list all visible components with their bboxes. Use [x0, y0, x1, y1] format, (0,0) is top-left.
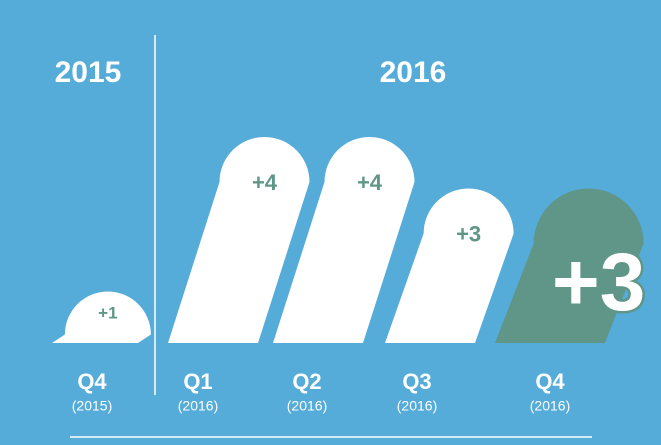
x-tick-sublabel: (2016): [530, 398, 570, 414]
x-tick-label: Q1: [183, 369, 212, 394]
x-tick-label: Q4: [535, 369, 565, 394]
x-tick-label: Q3: [402, 369, 431, 394]
value-label: +3: [456, 221, 481, 246]
bar: [385, 188, 514, 343]
x-tick-sublabel: (2016): [178, 398, 218, 414]
value-label: +4: [357, 170, 383, 195]
bar: [495, 188, 644, 343]
bar: [273, 137, 415, 343]
x-tick-sublabel: (2016): [397, 398, 437, 414]
value-label: +1: [98, 304, 117, 323]
bar: [168, 137, 310, 343]
value-label: +3: [552, 237, 646, 328]
x-tick-label: Q2: [292, 369, 321, 394]
x-tick-label: Q4: [77, 369, 107, 394]
group-label: 2015: [55, 56, 122, 89]
group-label: 2016: [380, 56, 447, 89]
x-tick-sublabel: (2015): [72, 398, 112, 414]
value-label: +4: [252, 170, 278, 195]
x-tick-sublabel: (2016): [287, 398, 327, 414]
bar: [52, 291, 151, 343]
